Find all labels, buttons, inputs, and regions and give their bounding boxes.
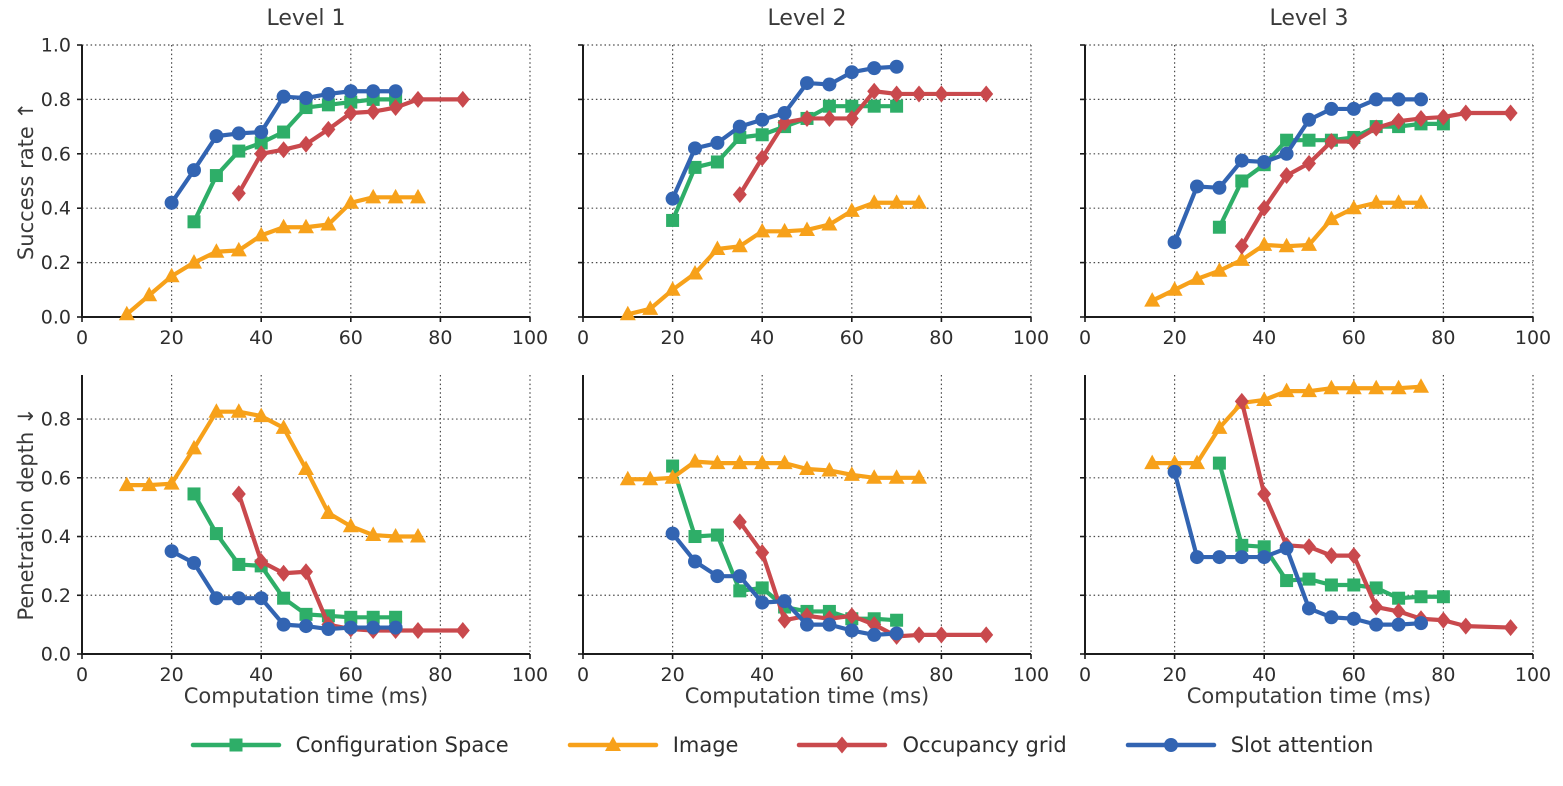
x-tick-label: 20 — [1163, 327, 1187, 349]
x-tick-label: 40 — [249, 327, 273, 349]
configuration-space-series — [1212, 456, 1450, 605]
x-tick-label: 80 — [929, 327, 953, 349]
x-tick-label: 20 — [160, 327, 184, 349]
slot-attention-series — [164, 544, 403, 637]
x-tick-label: 20 — [661, 664, 685, 686]
occupancy-grid-series — [732, 513, 994, 645]
legend-label: Slot attention — [1230, 733, 1374, 757]
x-tick-label: 60 — [1342, 327, 1366, 349]
y-tick-label: 0.6 — [41, 143, 71, 165]
y-tick-label: 0.4 — [41, 526, 71, 548]
x-tick-label: 20 — [1163, 664, 1187, 686]
x-tick-label: 0 — [1079, 327, 1091, 349]
legend-label: Configuration Space — [295, 733, 509, 757]
occupancy-grid-series — [732, 82, 994, 204]
legend-item-image: Image — [567, 733, 739, 757]
x-tick-label: 40 — [1252, 664, 1276, 686]
slot-attention-series — [1167, 92, 1428, 250]
panel-title-level-1: Level 1 — [266, 6, 346, 31]
image-series — [118, 188, 426, 321]
slot-attention-series — [164, 84, 403, 210]
slot-attention-series — [665, 526, 904, 642]
x-tick-label: 20 — [661, 327, 685, 349]
y-tick-label: 0.8 — [41, 409, 71, 431]
x-tick-label: 60 — [840, 327, 864, 349]
x-tick-label: 80 — [929, 664, 953, 686]
y-tick-label: 0.2 — [41, 252, 71, 274]
x-axis-label-level-1: Computation time (ms) — [183, 684, 429, 708]
image-series — [118, 403, 426, 543]
panel-success-rate-level-3: 0 20 40 60 80 100 — [1079, 44, 1551, 349]
x-tick-label: 40 — [750, 664, 774, 686]
y-tick-label: 0.0 — [41, 307, 71, 329]
x-tick-label: 0 — [1079, 664, 1091, 686]
y-tick-label: 0.6 — [41, 467, 71, 489]
x-tick-label: 80 — [1431, 327, 1455, 349]
legend-item-configuration-space: Configuration Space — [190, 733, 509, 757]
x-tick-label: 100 — [1515, 327, 1551, 349]
occupancy-grid-legend-marker-icon — [797, 736, 888, 754]
slot-attention-series — [665, 59, 904, 206]
y-tick-label: 1.0 — [41, 35, 71, 57]
x-tick-label: 60 — [840, 664, 864, 686]
slot-attention-legend-marker-icon — [1125, 738, 1216, 752]
x-tick-label: 40 — [750, 327, 774, 349]
x-tick-label: 0 — [577, 664, 589, 686]
image-legend-marker-icon — [567, 736, 658, 751]
x-tick-label: 60 — [339, 664, 363, 686]
image-series — [619, 194, 927, 321]
x-tick-label: 100 — [512, 327, 548, 349]
x-axis-label-level-3: Computation time (ms) — [1186, 684, 1432, 708]
x-tick-label: 20 — [160, 664, 184, 686]
image-series — [1144, 194, 1429, 307]
x-tick-label: 0 — [577, 327, 589, 349]
legend-label: Occupancy grid — [902, 733, 1067, 757]
configuration-space-legend-marker-icon — [190, 738, 281, 752]
occupancy-grid-series — [1234, 392, 1518, 637]
image-series — [1144, 378, 1429, 470]
y-tick-label: 0.4 — [41, 198, 71, 220]
legend-item-slot-attention: Slot attention — [1125, 733, 1374, 757]
x-tick-label: 60 — [339, 327, 363, 349]
occupancy-grid-series — [1234, 104, 1518, 255]
x-axis-label-level-2: Computation time (ms) — [684, 684, 930, 708]
x-tick-label: 100 — [512, 664, 548, 686]
x-tick-label: 100 — [1013, 327, 1049, 349]
x-tick-label: 40 — [249, 664, 273, 686]
y-axis-label-success-rate: Success rate ↑ — [14, 101, 38, 261]
x-tick-label: 80 — [428, 327, 452, 349]
panel-penetration-depth-level-1: 0 20 40 60 80 100 0.0 0.2 0.4 0.6 0.8 — [41, 375, 548, 686]
y-tick-label: 0.8 — [41, 89, 71, 111]
panel-penetration-depth-level-2: 0 20 40 60 80 100 — [577, 375, 1049, 686]
y-tick-label: 0.0 — [41, 644, 71, 666]
image-series — [619, 453, 927, 486]
x-tick-label: 40 — [1252, 327, 1276, 349]
x-tick-label: 100 — [1013, 664, 1049, 686]
panel-success-rate-level-2: 0 20 40 60 80 100 — [577, 44, 1049, 349]
y-tick-label: 0.2 — [41, 585, 71, 607]
panel-title-level-2: Level 2 — [767, 6, 847, 31]
occupancy-grid-series — [231, 90, 470, 202]
x-tick-label: 0 — [76, 664, 88, 686]
legend-label: Image — [672, 733, 739, 757]
legend: Configuration Space Image Occupancy grid Sl… — [0, 733, 1563, 757]
x-tick-label: 0 — [76, 327, 88, 349]
panel-title-level-3: Level 3 — [1269, 6, 1349, 31]
x-tick-label: 80 — [428, 664, 452, 686]
y-axis-label-penetration-depth: Penetration depth ↓ — [14, 407, 38, 621]
x-tick-label: 80 — [1431, 664, 1455, 686]
x-tick-label: 100 — [1515, 664, 1551, 686]
legend-item-occupancy-grid: Occupancy grid — [796, 733, 1067, 757]
slot-attention-series — [1167, 464, 1428, 632]
panel-penetration-depth-level-3: 0 20 40 60 80 100 — [1079, 375, 1551, 686]
panel-success-rate-level-1: 0 20 40 60 80 100 0.0 0.2 0.4 0.6 0.8 1.0 — [41, 35, 548, 350]
x-tick-label: 60 — [1342, 664, 1366, 686]
